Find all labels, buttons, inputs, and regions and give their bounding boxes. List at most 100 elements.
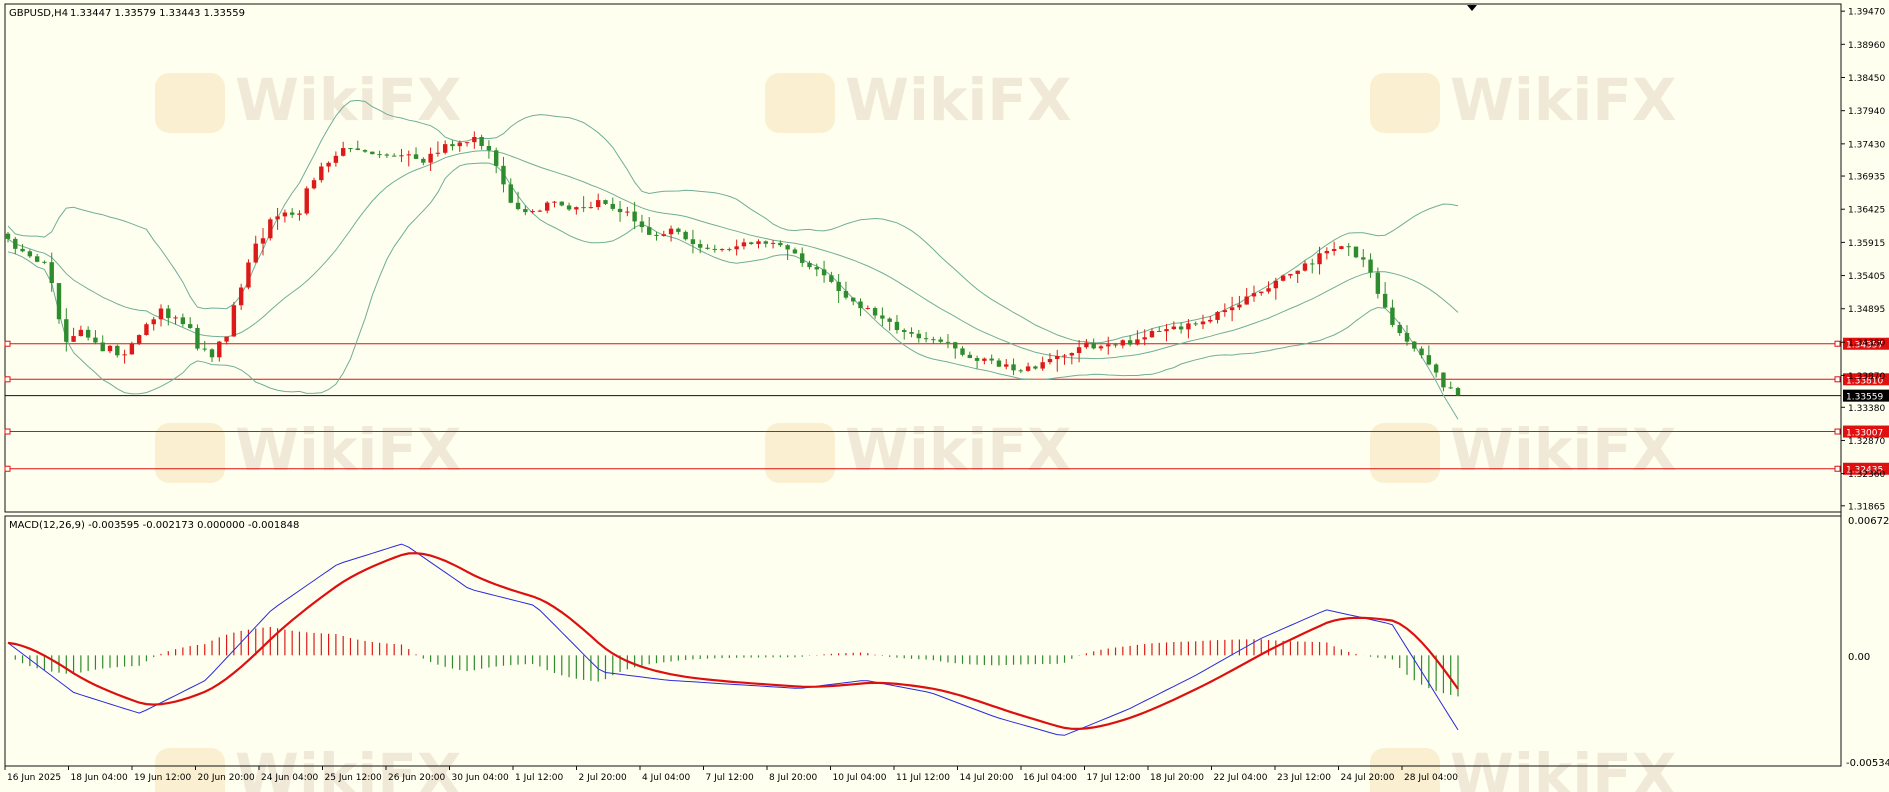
candle-body (967, 354, 973, 359)
candle-body (1455, 388, 1461, 396)
candle-body (880, 315, 885, 319)
candle-body (719, 249, 725, 251)
candle-body (166, 308, 171, 319)
candle-body (1120, 340, 1126, 346)
time-axis-label: 8 Jul 20:00 (769, 773, 818, 783)
candle-body (668, 228, 674, 235)
candle-body (661, 234, 666, 236)
candle-body (829, 275, 834, 282)
candle-body (238, 287, 244, 306)
price-axis-label: 1.35405 (1848, 272, 1885, 282)
time-axis-label: 16 Jun 2025 (7, 773, 61, 783)
candle-body (56, 283, 62, 320)
candle-body (129, 343, 135, 355)
lower-band-line (7, 162, 1459, 420)
candle-body (442, 144, 448, 153)
candle-body (1390, 307, 1395, 325)
candle-body (1251, 293, 1257, 297)
candle-body (457, 142, 462, 147)
horizontal-levels[interactable]: 1.34357 1.33810 1.33007 1.32435 1.33559 (4, 337, 1889, 476)
level-price-label: 1.33007 (1846, 429, 1883, 439)
time-axis-label: 24 Jun 04:00 (261, 773, 318, 783)
candle-body (151, 319, 156, 325)
candle-body (1025, 366, 1031, 371)
candle-body (13, 238, 18, 249)
candle-body (1280, 275, 1286, 281)
candle-body (552, 201, 557, 203)
candle-body (632, 211, 637, 222)
time-axis-label: 19 Jun 12:00 (134, 773, 191, 783)
candle-body (173, 317, 178, 319)
candle-body (508, 184, 513, 203)
candle-body (1142, 337, 1147, 340)
candle-body (1324, 250, 1330, 254)
time-axis-label: 25 Jun 12:00 (325, 773, 382, 783)
candle-body (297, 213, 302, 215)
level-price-tag (1843, 425, 1889, 438)
candle-body (1018, 370, 1024, 372)
time-axis-label: 17 Jul 12:00 (1087, 773, 1141, 783)
candle-body (136, 335, 142, 344)
price-axis-label: 1.39470 (1848, 8, 1885, 18)
candle-body (807, 262, 812, 268)
candle-body (1040, 362, 1045, 369)
candle-body (5, 233, 11, 239)
level-price-label: 1.34357 (1846, 341, 1883, 351)
current-price-label: 1.33559 (1846, 393, 1883, 403)
candle-body (778, 242, 783, 246)
candle-body (566, 205, 572, 210)
candle-body (391, 155, 397, 157)
candle-body (1033, 366, 1038, 369)
level-price-tag (1843, 373, 1889, 386)
candle-body (479, 137, 484, 147)
candle-body (574, 207, 579, 210)
watermark-text: WikiFX (845, 416, 1072, 484)
time-axis-label: 4 Jul 04:00 (642, 773, 691, 783)
candle-body (515, 202, 521, 210)
price-axis-label: 1.31865 (1848, 502, 1885, 512)
candle-body (34, 256, 40, 262)
macd-axis-bottom: -0.005342 (1846, 758, 1889, 769)
candle-body (180, 317, 186, 325)
candle-body (1295, 270, 1300, 274)
price-axis-label: 1.32360 (1848, 470, 1885, 480)
time-axis-label: 30 Jun 04:00 (452, 773, 509, 783)
candle-body (115, 345, 120, 356)
candle-body (843, 290, 849, 298)
candle-body (887, 318, 892, 322)
candle-body (1200, 321, 1206, 325)
candle-body (464, 142, 470, 144)
level-price-tag (1843, 462, 1889, 475)
candle-body (1186, 323, 1191, 330)
watermark-text: WikiFX (235, 66, 462, 134)
price-axis-label: 1.35915 (1848, 239, 1885, 249)
price-axis-label: 1.33380 (1848, 404, 1885, 414)
candle-body (734, 246, 739, 250)
symbol-label: GBPUSD,H4 (9, 8, 68, 19)
candle-body (1062, 355, 1067, 357)
candle-body (523, 209, 528, 213)
candle-body (902, 330, 907, 332)
price-axis-label: 1.34380 (1848, 339, 1885, 349)
macd-indicator (7, 543, 1459, 736)
candle-body (472, 137, 477, 143)
candle-body (712, 248, 717, 250)
candle-body (1339, 246, 1344, 250)
watermark-text: WikiFX (1450, 66, 1677, 134)
candle-body (340, 148, 346, 156)
candle-body (1433, 364, 1439, 373)
candle-body (122, 354, 127, 356)
candle-body (1244, 296, 1249, 305)
candle-body (158, 308, 164, 320)
macd-axis-top: 0.006727 (1848, 516, 1889, 527)
candle-body (1419, 348, 1424, 356)
candle-body (1069, 353, 1075, 356)
price-axis-label: 1.36935 (1848, 173, 1885, 183)
candle-body (1084, 342, 1089, 348)
candle-body (1404, 333, 1410, 342)
candle-body (319, 166, 324, 181)
time-axis-label: 11 Jul 12:00 (896, 773, 950, 783)
time-axis-label: 10 Jul 04:00 (833, 773, 887, 783)
watermark-logo-icon (1370, 748, 1440, 792)
chart-shift-marker-icon[interactable] (1467, 5, 1477, 11)
